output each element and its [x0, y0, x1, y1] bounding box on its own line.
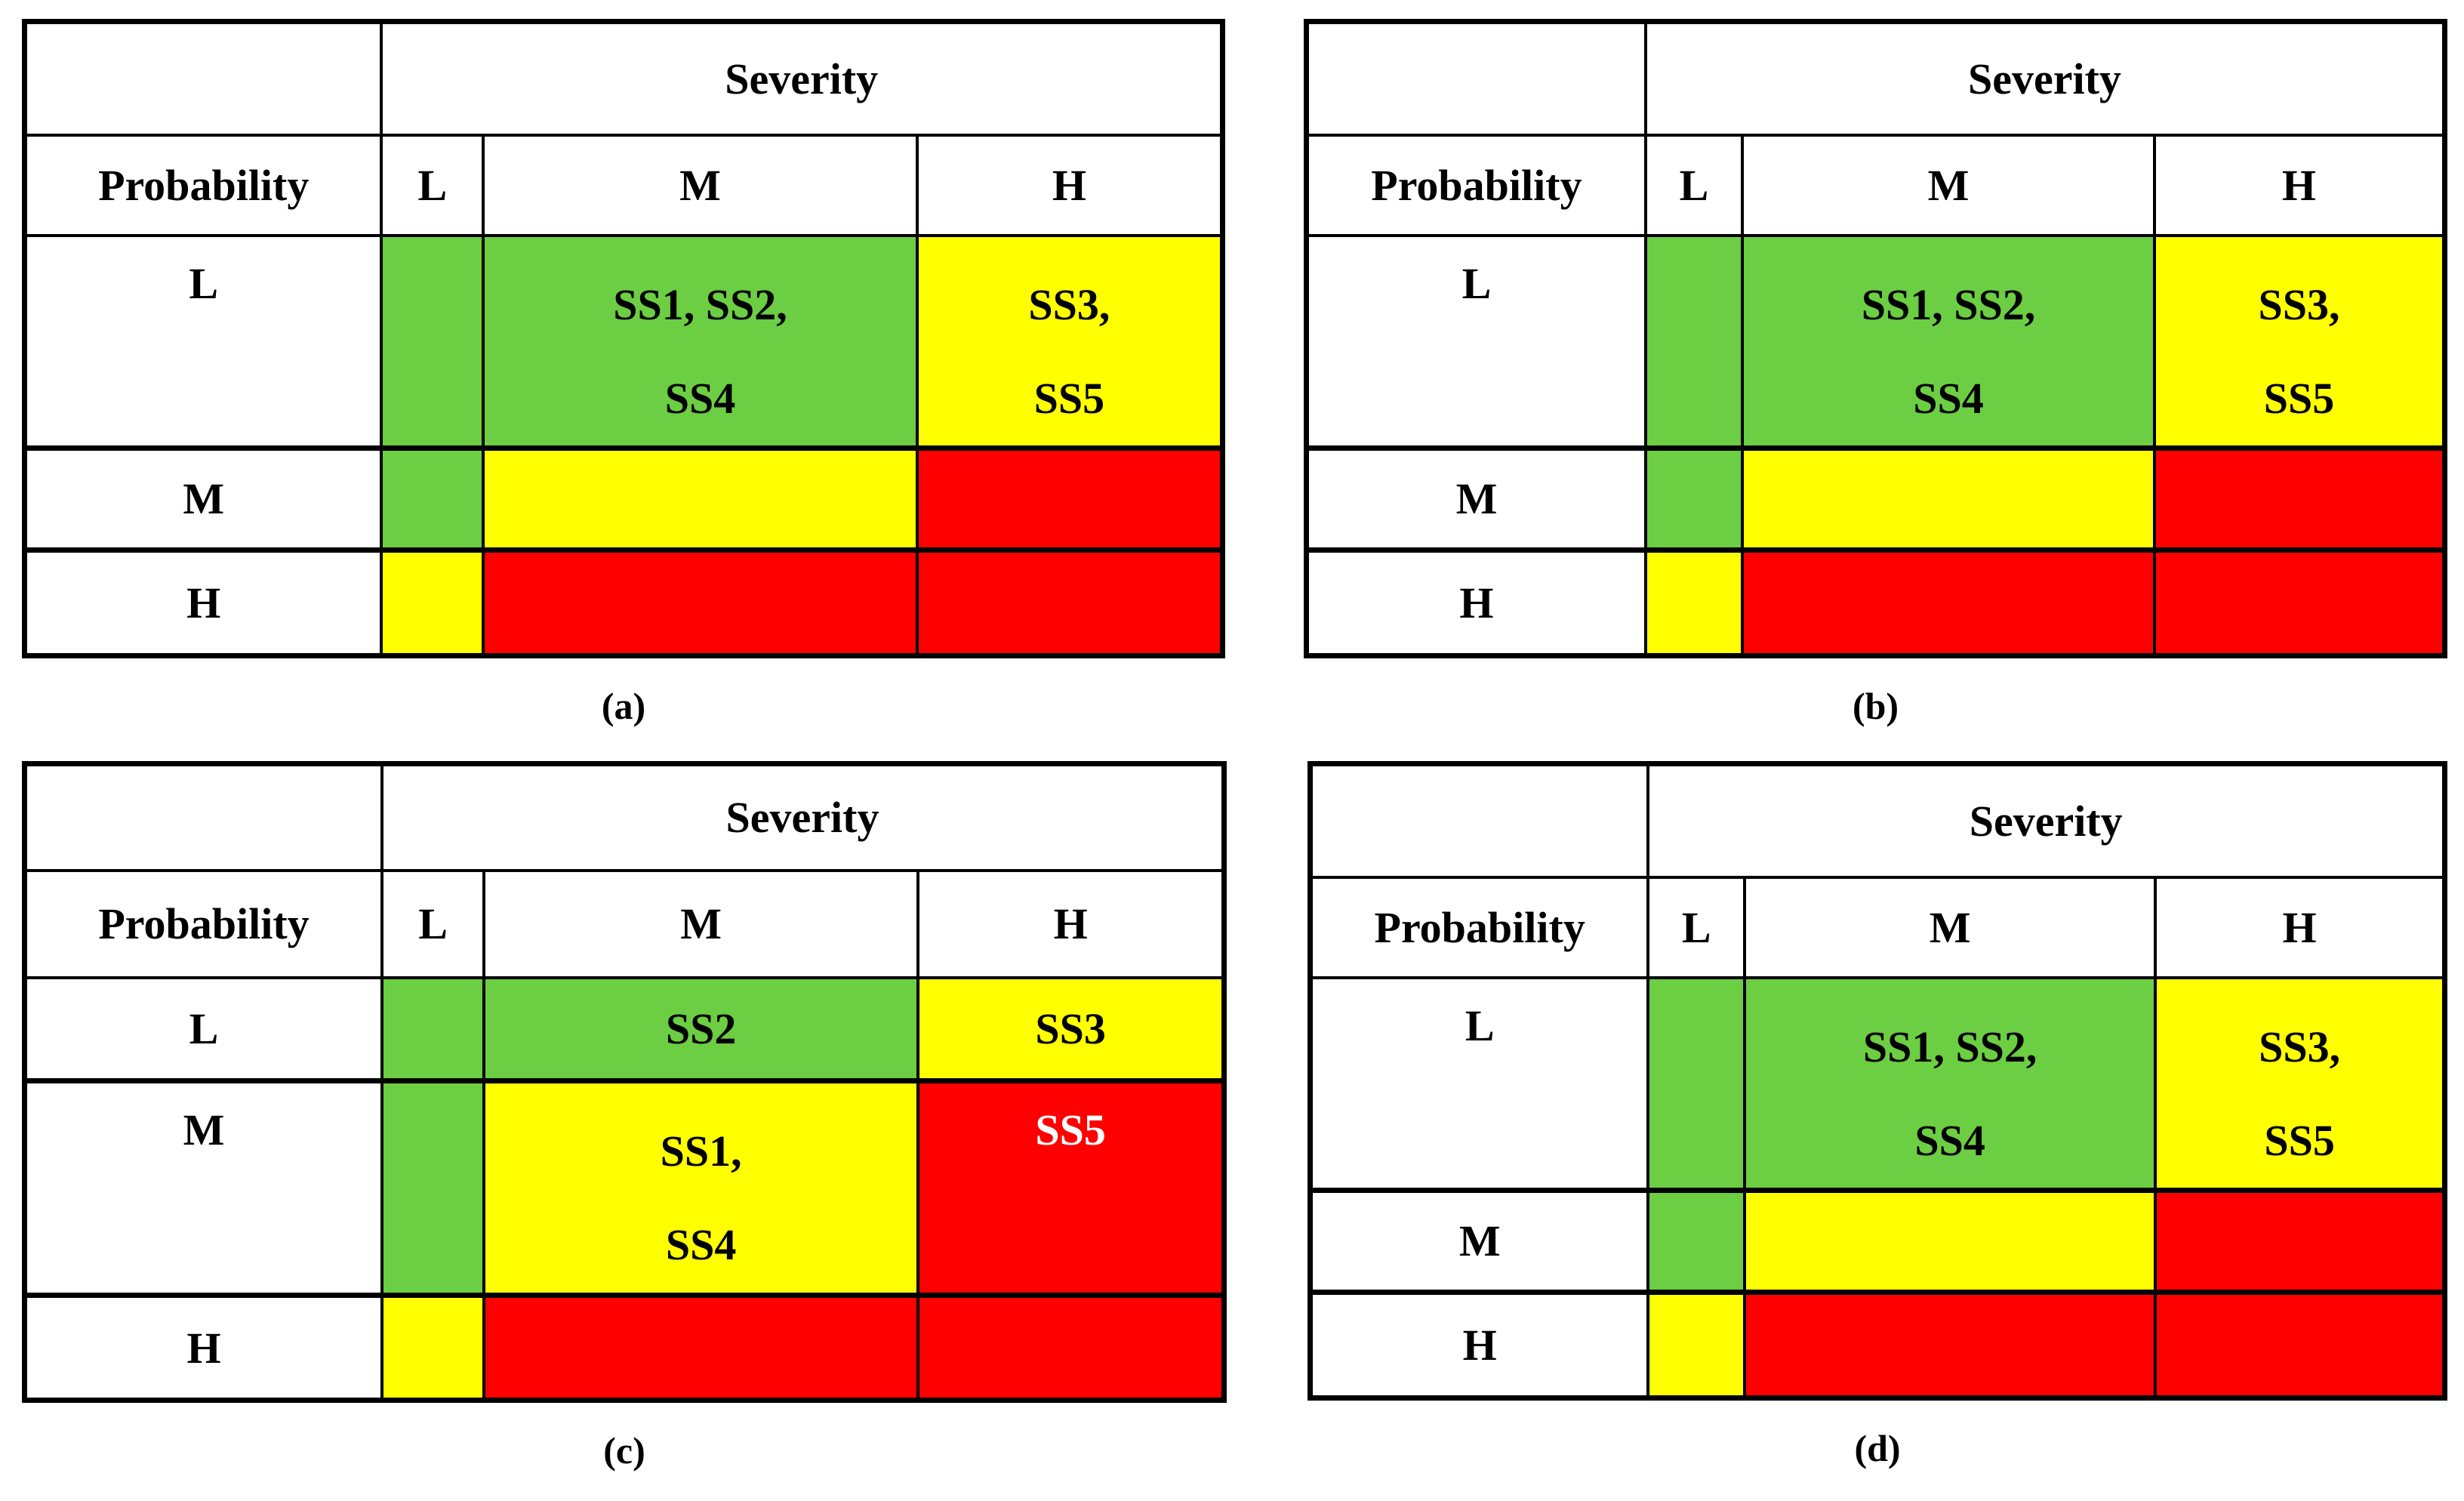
severity-col-header-h: H — [915, 133, 1224, 237]
cell-low-low — [1643, 233, 1745, 449]
probability-header: Probability — [1308, 875, 1650, 979]
severity-header: Severity — [1646, 762, 2447, 879]
cell-text-line: SS1, SS2, — [613, 279, 787, 329]
cell-medium-medium — [482, 445, 919, 551]
cell-high-high — [2152, 547, 2447, 657]
severity-header: Severity — [1643, 20, 2447, 137]
cell-text-line: SS1, SS2, — [1861, 279, 2036, 329]
cell-high-medium — [1743, 1289, 2158, 1399]
cell-text-line: SS3, — [2258, 279, 2340, 329]
row-label-low: L — [23, 975, 384, 1083]
cell-medium-low — [380, 445, 485, 551]
cell-high-low — [380, 547, 485, 657]
row-label-low: L — [1308, 975, 1650, 1191]
row-label-medium: M — [23, 1078, 384, 1297]
cell-text-line: SS3, — [1028, 279, 1110, 329]
cell-text-line: SS5 — [2264, 1115, 2335, 1165]
cell-low-medium: SS2 — [482, 975, 920, 1083]
severity-col-header-m: M — [482, 133, 919, 237]
row-label-high: H — [23, 547, 383, 657]
severity-col-header-l: L — [380, 868, 486, 979]
cell-medium-high — [915, 445, 1224, 551]
cell-low-low — [380, 975, 486, 1083]
cell-text-line: SS4 — [1914, 1115, 1985, 1165]
cell-text-line: SS3, — [2259, 1022, 2341, 1071]
cell-low-medium: SS1, SS2, SS4 — [1741, 233, 2156, 449]
severity-col-header-l: L — [1646, 875, 1747, 979]
severity-col-header-l: L — [380, 133, 485, 237]
severity-col-header-m: M — [482, 868, 920, 979]
cell-low-high: SS3 — [916, 975, 1226, 1083]
corner-cell — [1304, 20, 1647, 137]
severity-col-header-h: H — [2154, 875, 2447, 979]
risk-matrix-table-d: Severity Probability L M H L SS1, SS2, S… — [1307, 761, 2447, 1401]
cell-high-low — [380, 1293, 486, 1402]
cell-medium-high — [2154, 1187, 2447, 1293]
corner-cell — [23, 762, 384, 872]
cell-high-high — [915, 547, 1224, 657]
cell-high-high — [916, 1293, 1226, 1402]
cell-medium-high: SS5 — [916, 1078, 1226, 1297]
cell-high-medium — [482, 1293, 920, 1402]
panel-caption-d: (d) — [1854, 1426, 1901, 1469]
risk-matrix-panel-a: Severity Probability L M H L SS1, SS2, S… — [22, 19, 1225, 728]
row-label-medium: M — [1308, 1187, 1650, 1293]
cell-low-high: SS3, SS5 — [2152, 233, 2447, 449]
cell-low-high: SS3, SS5 — [915, 233, 1224, 449]
severity-col-header-l: L — [1643, 133, 1745, 237]
cell-text-line: SS1, — [660, 1127, 742, 1176]
severity-header: Severity — [380, 762, 1226, 872]
row-label-high: H — [1308, 1289, 1650, 1399]
cell-medium-medium — [1743, 1187, 2158, 1293]
severity-col-header-h: H — [2152, 133, 2447, 237]
cell-text-line: SS1, SS2, — [1862, 1022, 2037, 1071]
cell-text-line: SS4 — [665, 1220, 737, 1269]
risk-matrix-panel-b: Severity Probability L M H L SS1, SS2, S… — [1304, 19, 2447, 728]
cell-high-high — [2154, 1289, 2447, 1399]
cell-high-low — [1646, 1289, 1747, 1399]
row-label-medium: M — [23, 445, 383, 551]
cell-low-low — [380, 233, 485, 449]
cell-medium-medium — [1741, 445, 2156, 551]
risk-matrix-table-a: Severity Probability L M H L SS1, SS2, S… — [22, 19, 1225, 658]
probability-header: Probability — [23, 868, 384, 979]
row-label-low: L — [23, 233, 383, 449]
row-label-medium: M — [1304, 445, 1647, 551]
cell-high-low — [1643, 547, 1745, 657]
cell-text-line: SS5 — [1033, 373, 1105, 423]
severity-col-header-m: M — [1741, 133, 2156, 237]
cell-high-medium — [482, 547, 919, 657]
risk-matrix-table-c: Severity Probability L M H L SS2 SS3 M S… — [22, 761, 1227, 1403]
probability-header: Probability — [23, 133, 383, 237]
cell-medium-medium: SS1, SS4 — [482, 1078, 920, 1297]
corner-cell — [23, 20, 383, 137]
row-label-high: H — [1304, 547, 1647, 657]
severity-header: Severity — [380, 20, 1224, 137]
cell-medium-low — [1643, 445, 1745, 551]
cell-text-line: SS4 — [1913, 373, 1984, 423]
cell-high-medium — [1741, 547, 2156, 657]
row-label-low: L — [1304, 233, 1647, 449]
cell-medium-low — [1646, 1187, 1747, 1293]
row-label-high: H — [23, 1293, 384, 1402]
probability-header: Probability — [1304, 133, 1647, 237]
risk-matrix-panel-c: Severity Probability L M H L SS2 SS3 M S… — [22, 761, 1227, 1472]
cell-medium-low — [380, 1078, 486, 1297]
cell-low-high: SS3, SS5 — [2154, 975, 2447, 1191]
cell-text-line: SS4 — [664, 373, 736, 423]
panel-caption-a: (a) — [601, 684, 646, 727]
panel-caption-c: (c) — [603, 1429, 645, 1472]
corner-cell — [1308, 762, 1650, 879]
risk-matrix-panel-d: Severity Probability L M H L SS1, SS2, S… — [1307, 761, 2447, 1470]
cell-low-medium: SS1, SS2, SS4 — [1743, 975, 2158, 1191]
cell-medium-high — [2152, 445, 2447, 551]
cell-low-medium: SS1, SS2, SS4 — [482, 233, 919, 449]
severity-col-header-m: M — [1743, 875, 2158, 979]
panel-caption-b: (b) — [1852, 684, 1899, 727]
risk-matrix-table-b: Severity Probability L M H L SS1, SS2, S… — [1304, 19, 2447, 658]
severity-col-header-h: H — [916, 868, 1226, 979]
cell-text-line: SS5 — [2263, 373, 2335, 423]
cell-low-low — [1646, 975, 1747, 1191]
